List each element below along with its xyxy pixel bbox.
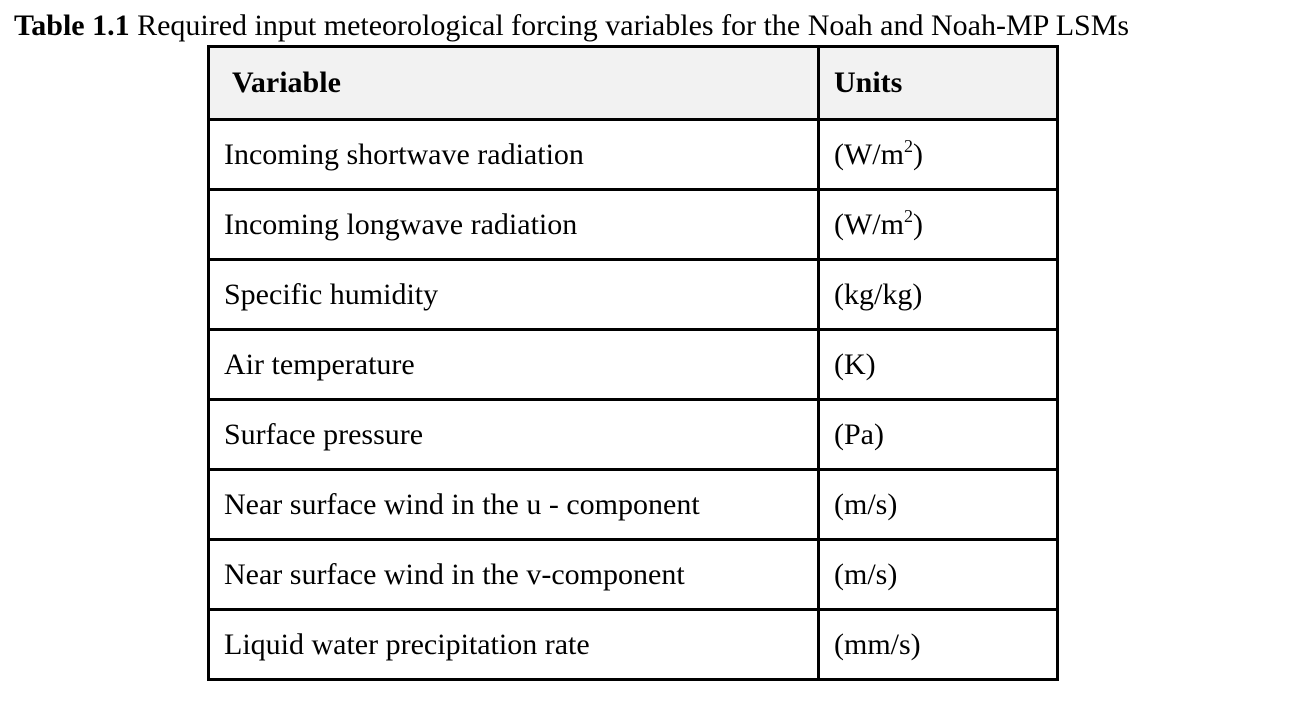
- units-superscript: 2: [903, 135, 913, 156]
- units-text-end: ): [912, 207, 923, 241]
- units-cell: (Pa): [817, 398, 1059, 471]
- units-text: (W/m: [834, 207, 904, 241]
- table-row: Air temperature (K): [207, 328, 1059, 401]
- column-header-units: Units: [817, 45, 1059, 121]
- variable-cell: Surface pressure: [207, 398, 820, 471]
- variable-cell: Near surface wind in the v-component: [207, 538, 820, 611]
- variable-cell: Incoming shortwave radiation: [207, 118, 820, 191]
- units-text-end: ): [912, 137, 923, 171]
- table-row: Surface pressure (Pa): [207, 398, 1059, 471]
- units-cell: (m/s): [817, 538, 1059, 611]
- variable-cell: Specific humidity: [207, 258, 820, 331]
- table-caption: Table 1.1 Required input meteorological …: [14, 8, 1304, 44]
- forcing-variables-table: Variable Units Incoming shortwave radiat…: [207, 45, 1059, 681]
- units-cell: (W/m2): [817, 188, 1059, 261]
- table-header-row: Variable Units: [207, 45, 1059, 121]
- units-cell: (m/s): [817, 468, 1059, 541]
- units-cell: (K): [817, 328, 1059, 401]
- variable-cell: Air temperature: [207, 328, 820, 401]
- units-cell: (kg/kg): [817, 258, 1059, 331]
- table-row: Specific humidity (kg/kg): [207, 258, 1059, 331]
- table-row: Incoming shortwave radiation (W/m2): [207, 118, 1059, 191]
- column-header-variable: Variable: [207, 45, 820, 121]
- units-text: (W/m: [834, 137, 904, 171]
- table-row: Near surface wind in the v-component (m/…: [207, 538, 1059, 611]
- variable-cell: Incoming longwave radiation: [207, 188, 820, 261]
- units-superscript: 2: [903, 205, 913, 226]
- table-row: Incoming longwave radiation (W/m2): [207, 188, 1059, 261]
- variable-cell: Near surface wind in the u - component: [207, 468, 820, 541]
- table-row: Near surface wind in the u - component (…: [207, 468, 1059, 541]
- caption-label: Table 1.1: [14, 9, 130, 42]
- caption-text: Required input meteorological forcing va…: [129, 9, 1130, 42]
- units-cell: (W/m2): [817, 118, 1059, 191]
- units-cell: (mm/s): [817, 608, 1059, 681]
- variable-cell: Liquid water precipitation rate: [207, 608, 820, 681]
- table-row: Liquid water precipitation rate (mm/s): [207, 608, 1059, 681]
